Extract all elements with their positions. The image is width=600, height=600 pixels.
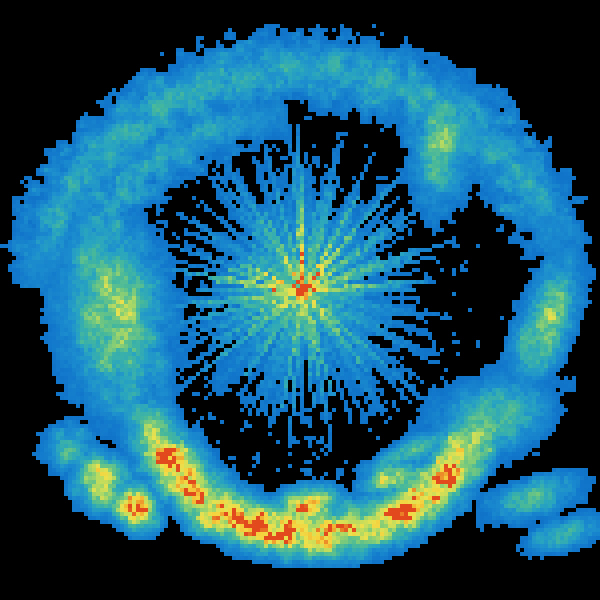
intensity-heatmap-canvas: [0, 0, 600, 600]
intensity-map-figure: [0, 0, 600, 600]
